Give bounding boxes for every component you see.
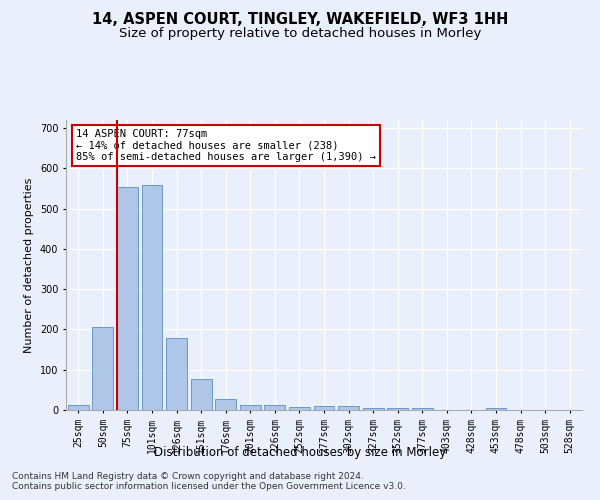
Bar xyxy=(117,188,138,410)
Bar xyxy=(314,406,334,410)
Text: Size of property relative to detached houses in Morley: Size of property relative to detached ho… xyxy=(119,28,481,40)
Bar xyxy=(412,408,433,410)
Bar xyxy=(362,408,383,410)
Text: Contains public sector information licensed under the Open Government Licence v3: Contains public sector information licen… xyxy=(12,482,406,491)
Bar xyxy=(92,328,113,410)
Bar xyxy=(142,185,163,410)
Bar xyxy=(240,405,261,410)
Bar xyxy=(68,405,89,410)
Text: Distribution of detached houses by size in Morley: Distribution of detached houses by size … xyxy=(154,446,446,459)
Text: 14 ASPEN COURT: 77sqm
← 14% of detached houses are smaller (238)
85% of semi-det: 14 ASPEN COURT: 77sqm ← 14% of detached … xyxy=(76,128,376,162)
Bar xyxy=(191,379,212,410)
Bar xyxy=(387,408,408,410)
Bar xyxy=(485,408,506,410)
Text: Contains HM Land Registry data © Crown copyright and database right 2024.: Contains HM Land Registry data © Crown c… xyxy=(12,472,364,481)
Bar xyxy=(166,338,187,410)
Bar xyxy=(265,405,286,410)
Y-axis label: Number of detached properties: Number of detached properties xyxy=(25,178,34,352)
Text: 14, ASPEN COURT, TINGLEY, WAKEFIELD, WF3 1HH: 14, ASPEN COURT, TINGLEY, WAKEFIELD, WF3… xyxy=(92,12,508,28)
Bar xyxy=(215,398,236,410)
Bar xyxy=(289,407,310,410)
Bar xyxy=(338,406,359,410)
